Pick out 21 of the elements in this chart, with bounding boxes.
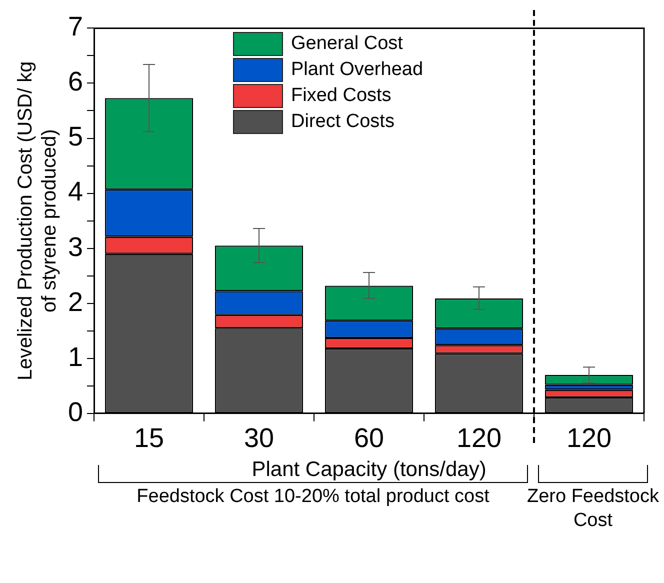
legend-label: Direct Costs: [291, 111, 394, 133]
y-tick-label: 1: [68, 342, 84, 372]
y-tick-label: 6: [68, 66, 84, 97]
y-tick-label: 5: [68, 122, 84, 152]
y-tick-label: 2: [68, 286, 84, 317]
text: Feedstock Cost 10-20% total product cost: [136, 486, 490, 508]
y-tick-label: 7: [68, 12, 84, 42]
x-axis-title: Plant Capacity (tons/day): [252, 458, 486, 482]
legend-label: General Cost: [291, 33, 403, 55]
x-tick-label: 60: [354, 423, 384, 454]
y-axis-title: Levelized Production Cost (USD/ kg of styrene produced): [14, 61, 61, 380]
y-tick-label: 3: [68, 232, 84, 262]
legend-label: Plant Overhead: [291, 59, 424, 81]
x-tick-label: 120: [456, 423, 502, 454]
x-tick-label: 120: [566, 423, 612, 454]
y-tick-label: 4: [68, 176, 84, 207]
x-tick-label: 15: [134, 423, 164, 454]
y-tick-label: 0: [68, 396, 84, 427]
legend-label: Fixed Costs: [291, 85, 392, 107]
x-tick-label: 30: [244, 423, 274, 454]
text: Zero Feedstock Cost: [526, 485, 660, 534]
